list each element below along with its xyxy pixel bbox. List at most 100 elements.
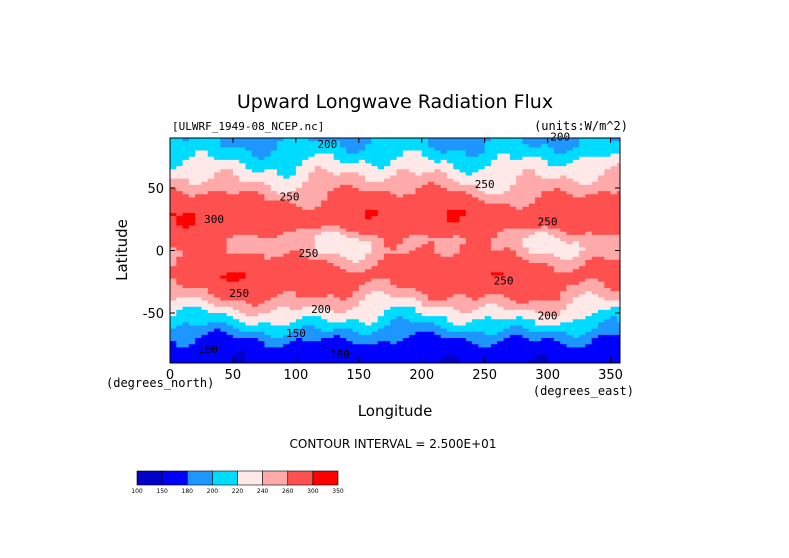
heatmap-cell [428, 203, 435, 208]
heatmap-cell [402, 141, 410, 145]
heatmap-cell [566, 178, 574, 183]
heatmap-cell [597, 200, 605, 205]
heatmap-cell [314, 231, 322, 236]
heatmap-cell [453, 188, 461, 192]
heatmap-cell [188, 278, 196, 283]
heatmap-cell [597, 347, 605, 352]
heatmap-cell [396, 247, 404, 252]
heatmap-cell [421, 291, 429, 295]
heatmap-cell [195, 272, 203, 277]
heatmap-cell [371, 250, 379, 255]
heatmap-cell [365, 306, 372, 311]
heatmap-cell [377, 306, 385, 311]
heatmap-cell [604, 216, 612, 220]
heatmap-cell [358, 309, 366, 314]
heatmap-cell [421, 319, 429, 323]
heatmap-cell [327, 328, 335, 333]
heatmap-cell [402, 159, 410, 164]
heatmap-cell [365, 266, 372, 270]
heatmap-cell [490, 306, 498, 311]
heatmap-cell [509, 150, 517, 155]
heatmap-cell [604, 278, 612, 283]
heatmap-cell [402, 263, 410, 267]
heatmap-cell [270, 334, 278, 339]
heatmap-cell [239, 325, 247, 330]
heatmap-cell [572, 275, 580, 280]
heatmap-cell [497, 309, 505, 314]
heatmap-cell [434, 272, 442, 277]
heatmap-cell [283, 347, 291, 352]
heatmap-cell [321, 234, 328, 239]
heatmap-cell [258, 266, 265, 270]
heatmap-cell [415, 216, 423, 220]
heatmap-cell [547, 294, 555, 298]
heatmap-cell [270, 138, 278, 142]
heatmap-cell [239, 341, 247, 345]
heatmap-cell [270, 291, 278, 295]
heatmap-cell [415, 350, 423, 355]
heatmap-cell [585, 288, 593, 292]
heatmap-cell [245, 213, 253, 217]
heatmap-cell [503, 184, 511, 189]
heatmap-cell [239, 300, 247, 305]
heatmap-cell [484, 172, 492, 177]
heatmap-cell [566, 341, 574, 345]
heatmap-cell [553, 347, 561, 352]
heatmap-cell [170, 144, 177, 148]
heatmap-cell [390, 281, 398, 286]
heatmap-cell [283, 250, 291, 255]
heatmap-cell [528, 191, 536, 195]
heatmap-cell [497, 263, 505, 267]
heatmap-cell [553, 231, 561, 236]
heatmap-cell [283, 153, 291, 158]
heatmap-cell [528, 291, 536, 295]
heatmap-cell [383, 288, 391, 292]
heatmap-cell [182, 172, 190, 177]
heatmap-cell [509, 216, 517, 220]
heatmap-cell [535, 222, 542, 227]
heatmap-cell [251, 288, 259, 292]
heatmap-cell [276, 344, 284, 348]
heatmap-cell [516, 172, 524, 177]
heatmap-cell [358, 247, 366, 252]
heatmap-cell [302, 334, 310, 339]
heatmap-cell [383, 338, 391, 342]
heatmap-cell [409, 222, 417, 227]
heatmap-cell [383, 341, 391, 345]
heatmap-cell [383, 278, 391, 283]
heatmap-cell [579, 325, 586, 330]
heatmap-cell [459, 306, 467, 311]
heatmap-cell [434, 275, 442, 280]
heatmap-cell [264, 338, 272, 342]
heatmap-cell [402, 200, 410, 205]
heatmap-cell [239, 163, 247, 167]
heatmap-cell [258, 216, 265, 220]
heatmap-cell [226, 225, 234, 230]
heatmap-cell [283, 178, 291, 183]
heatmap-cell [377, 188, 385, 192]
heatmap-cell [566, 316, 574, 320]
heatmap-cell [472, 263, 479, 267]
heatmap-cell [258, 138, 265, 142]
heatmap-cell [434, 297, 442, 302]
heatmap-cell [579, 281, 586, 286]
heatmap-cell [528, 175, 536, 180]
heatmap-cell [270, 225, 278, 230]
heatmap-cell [195, 150, 203, 155]
heatmap-cell [333, 213, 341, 217]
heatmap-cell [188, 338, 196, 342]
heatmap-cell [176, 228, 184, 233]
heatmap-cell [170, 200, 177, 205]
heatmap-cell [616, 225, 620, 230]
heatmap-cell [264, 300, 272, 305]
heatmap-cell [258, 150, 265, 155]
heatmap-cell [402, 334, 410, 339]
heatmap-cell [402, 350, 410, 355]
heatmap-cell [333, 309, 341, 314]
heatmap-cell [484, 169, 492, 173]
heatmap-cell [245, 350, 253, 355]
heatmap-cell [226, 344, 234, 348]
heatmap-cell [314, 275, 322, 280]
heatmap-cell [188, 159, 196, 164]
heatmap-cell [528, 347, 536, 352]
